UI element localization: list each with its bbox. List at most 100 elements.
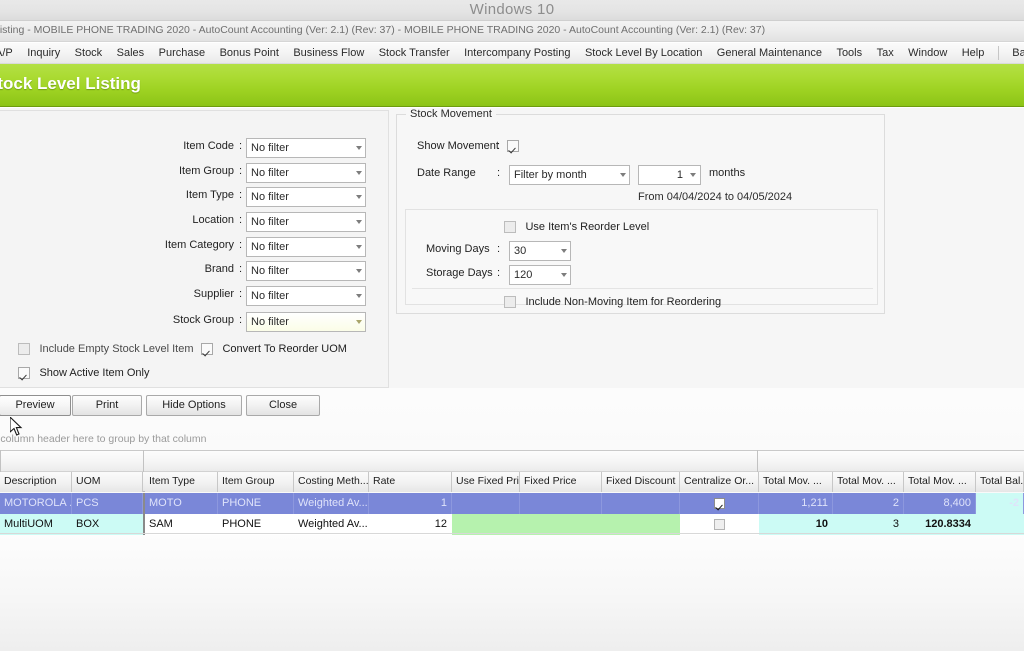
checkbox-box-icon[interactable] <box>18 342 30 355</box>
chevron-down-icon <box>356 245 362 249</box>
checkbox-include-empty-stock-level-item[interactable]: Include Empty Stock Level Item <box>18 340 194 355</box>
menu-item-purchase[interactable]: Purchase <box>158 47 206 59</box>
cell-fixed-discount <box>602 514 680 535</box>
filter-row-item-type: Item Type : No filter <box>0 187 390 207</box>
colon-show-movement: : <box>497 140 501 152</box>
cell-costing-method: Weighted Av... <box>294 493 369 514</box>
grid-header-item-group[interactable]: Item Group <box>218 472 294 492</box>
menu-item-window[interactable]: Window <box>908 47 948 59</box>
checkbox-include-non-moving-item-for-reordering[interactable]: Include Non-Moving Item for Reordering <box>504 293 721 308</box>
checkbox-centralize-order[interactable] <box>713 518 725 530</box>
filter-colon: : <box>238 165 242 177</box>
filter-combo-supplier[interactable]: No filter <box>246 286 366 306</box>
empty-area-below-grid <box>0 535 1024 651</box>
menu-item-stock-level-by-location[interactable]: Stock Level By Location <box>584 47 703 59</box>
filter-combo-item-group[interactable]: No filter <box>246 163 366 183</box>
cell-costing-method: Weighted Av... <box>294 514 369 535</box>
menu-item-stock[interactable]: Stock <box>74 47 103 59</box>
page-title: Stock Level Listing <box>0 74 141 93</box>
filter-row-item-group: Item Group : No filter <box>0 163 390 183</box>
grid-header-item-type[interactable]: Item Type <box>145 472 218 492</box>
spinner-months-value: 1 <box>676 169 683 181</box>
grid-header-centralize-order[interactable]: Centralize Or... <box>680 472 759 492</box>
menu-item-inquiry[interactable]: Inquiry <box>27 47 61 59</box>
menu-item-ap[interactable]: A/P <box>0 47 13 59</box>
hide-options-button[interactable]: Hide Options <box>146 395 242 416</box>
grid-header-row: Description UOM Item Type Item Group Cos… <box>0 472 1024 492</box>
cell-rate: 1 <box>369 493 452 514</box>
grid-header-total-mov-2[interactable]: Total Mov. ... <box>833 472 904 492</box>
table-row[interactable]: MultiUOM BOX SAM PHONE Weighted Av... 12… <box>0 514 1024 535</box>
grid-header-total-bal-qty[interactable]: Total Bal. Q <box>976 472 1024 492</box>
filter-combo-stock-group[interactable]: No filter <box>246 312 366 332</box>
grid-header-costing-method[interactable]: Costing Meth... <box>294 472 369 492</box>
menu-item-business-flow[interactable]: Business Flow <box>293 47 365 59</box>
grid-header-description[interactable]: Description <box>0 472 72 492</box>
preview-button[interactable]: Preview <box>0 395 71 416</box>
label-months-unit: months <box>709 167 746 179</box>
menu-item-stock-transfer[interactable]: Stock Transfer <box>378 47 450 59</box>
filter-combo-location[interactable]: No filter <box>246 212 366 232</box>
combo-storage-days[interactable]: 120 <box>509 265 571 285</box>
grid-column-band <box>0 450 1024 472</box>
cell-total-mov-1: 10 <box>815 518 828 530</box>
filter-combo-supplier-value: No filter <box>251 290 289 302</box>
grid-header-uom[interactable]: UOM <box>72 472 143 492</box>
cell-centralize-order[interactable] <box>680 514 759 535</box>
close-button[interactable]: Close <box>246 395 320 416</box>
checkbox-show-movement[interactable] <box>507 140 519 152</box>
menu-item-tax[interactable]: Tax <box>876 47 894 59</box>
grid-header-fixed-price[interactable]: Fixed Price <box>520 472 602 492</box>
grid-header-use-fixed-price[interactable]: Use Fixed Pri... <box>452 472 520 492</box>
cell-centralize-order[interactable] <box>680 493 759 514</box>
filter-colon: : <box>238 288 242 300</box>
checkbox-convert-to-reorder-uom[interactable]: Convert To Reorder UOM <box>201 340 347 355</box>
menu-item-batch-update[interactable]: Batch Update <box>1012 47 1024 59</box>
menu-item-sales[interactable]: Sales <box>116 47 145 59</box>
menu-item-bonus-point[interactable]: Bonus Point <box>219 47 279 59</box>
menu-item-help[interactable]: Help <box>961 47 985 59</box>
cell-total-mov-3: 8,400 <box>904 493 976 514</box>
checkbox-box-icon[interactable] <box>18 366 30 379</box>
checkbox-centralize-order[interactable] <box>713 497 725 509</box>
combo-date-range[interactable]: Filter by month <box>509 165 630 185</box>
grid-header-total-mov-3[interactable]: Total Mov. ... <box>904 472 976 492</box>
grid-header-fixed-discount[interactable]: Fixed Discount <box>602 472 680 492</box>
filter-combo-item-type[interactable]: No filter <box>246 187 366 207</box>
table-row[interactable]: MOTOROLA ... PCS MOTO PHONE Weighted Av.… <box>0 493 1024 514</box>
main-menubar[interactable]: A/P Inquiry Stock Sales Purchase Bonus P… <box>0 43 1024 64</box>
checkbox-use-items-reorder-level[interactable]: Use Item's Reorder Level <box>504 218 649 233</box>
grid-header-total-mov-1[interactable]: Total Mov. ... <box>759 472 833 492</box>
grid-header-rate[interactable]: Rate <box>369 472 452 492</box>
menu-item-general-maintenance[interactable]: General Maintenance <box>716 47 822 59</box>
filter-colon: : <box>238 189 242 201</box>
filter-combo-item-code[interactable]: No filter <box>246 138 366 158</box>
label-date-range-summary: From 04/04/2024 to 04/05/2024 <box>638 191 793 203</box>
band-divider <box>0 450 1 472</box>
cell-item-type: SAM <box>145 514 218 535</box>
menu-separator <box>997 46 999 60</box>
cell-rate: 12 <box>369 514 452 535</box>
cell-total-mov-3: 120.8334 <box>925 518 971 530</box>
filter-combo-brand[interactable]: No filter <box>246 261 366 281</box>
checkbox-box-icon[interactable] <box>504 295 516 308</box>
colon-date-range: : <box>497 167 501 179</box>
combo-moving-days[interactable]: 30 <box>509 241 571 261</box>
filter-combo-item-category[interactable]: No filter <box>246 237 366 257</box>
checkbox-box-icon[interactable] <box>201 342 213 355</box>
chevron-down-icon <box>620 173 626 177</box>
menu-item-tools[interactable]: Tools <box>836 47 863 59</box>
divider <box>412 288 873 289</box>
cell-fixed-price <box>520 493 602 514</box>
filter-colon: : <box>238 214 242 226</box>
spinner-months[interactable]: 1 <box>638 165 701 185</box>
filter-colon: : <box>238 314 242 326</box>
chevron-down-icon <box>356 269 362 273</box>
menu-item-intercompany-posting[interactable]: Intercompany Posting <box>464 47 571 59</box>
filter-combo-item-code-value: No filter <box>251 142 289 154</box>
checkbox-show-active-item-only[interactable]: Show Active Item Only <box>18 364 150 379</box>
checkbox-box-icon[interactable] <box>504 220 516 233</box>
print-button[interactable]: Print <box>72 395 142 416</box>
label-show-movement: Show Movement <box>417 140 499 152</box>
cell-total-bal-qty <box>976 514 1024 535</box>
